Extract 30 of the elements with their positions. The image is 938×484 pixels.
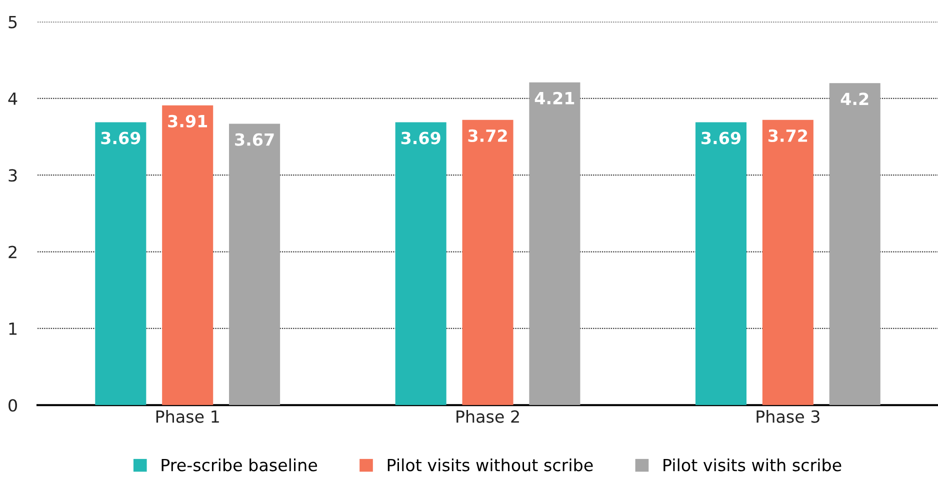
legend-label: Pre-scribe baseline [162, 458, 318, 472]
bar [529, 82, 580, 406]
data-label: 4.2 [840, 92, 868, 105]
y-tick-label: 3 [8, 169, 17, 182]
data-label: 3.72 [468, 129, 507, 142]
y-tick-label: 1 [9, 322, 17, 335]
bar [762, 120, 814, 406]
data-label: 3.69 [101, 132, 140, 144]
x-tick-label: Phase 1 [156, 410, 219, 423]
y-tick-label: 4 [8, 92, 18, 105]
bar [229, 124, 280, 406]
data-label: 4.21 [534, 92, 574, 104]
bar [395, 122, 446, 406]
bar [162, 105, 214, 406]
y-tick-label: 2 [8, 246, 16, 258]
bar [695, 122, 746, 406]
y-tick-label: 0 [8, 399, 17, 412]
x-tick-label: Phase 3 [756, 410, 820, 423]
data-label: 3.69 [401, 132, 440, 144]
bar [95, 122, 146, 406]
x-tick-label: Phase 2 [456, 410, 519, 423]
data-label: 3.67 [235, 133, 274, 146]
legend-label: Pilot visits with scribe [664, 458, 842, 472]
legend-label: Pilot visits without scribe [388, 458, 593, 472]
bar [462, 120, 514, 406]
bar [829, 83, 880, 406]
y-tick-label: 5 [8, 16, 17, 28]
data-label: 3.72 [768, 129, 808, 142]
data-label: 3.69 [702, 132, 740, 144]
data-label: 3.91 [168, 114, 208, 128]
